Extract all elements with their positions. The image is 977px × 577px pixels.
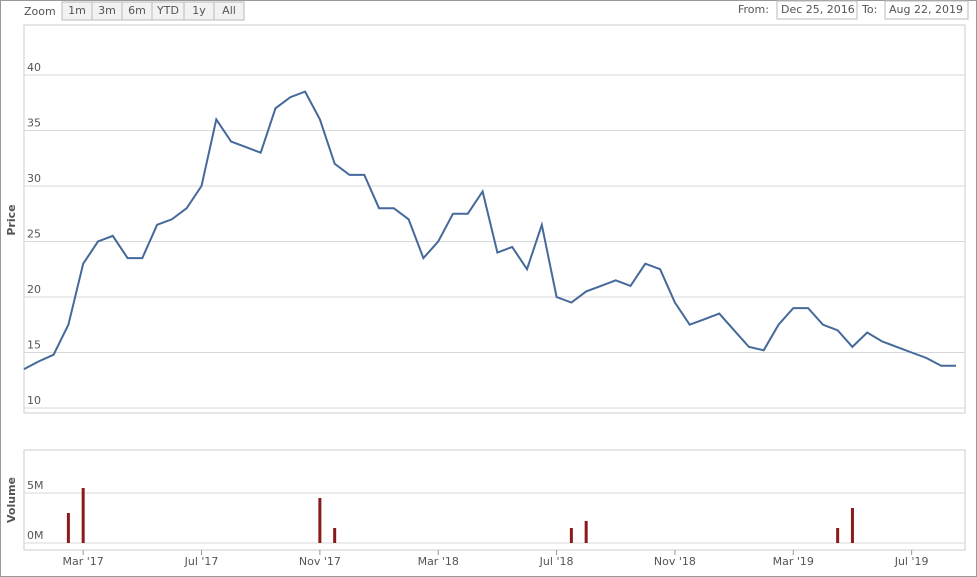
y-tick-label: 10 <box>27 394 41 407</box>
zoom-button-label[interactable]: 6m <box>128 4 146 17</box>
volume-axis-title: Volume <box>5 477 18 523</box>
price-pane <box>23 24 966 414</box>
x-tick-label: Nov '17 <box>299 555 341 568</box>
from-label: From: <box>738 3 769 16</box>
to-input[interactable] <box>884 0 969 20</box>
x-tick-label: Jul '18 <box>539 555 574 568</box>
x-tick-label: Mar '18 <box>418 555 459 568</box>
price-axis-title: Price <box>5 204 18 235</box>
to-label: To: <box>861 3 877 16</box>
zoom-buttons: 1m 3m 6m YTD 1y All <box>61 1 245 21</box>
x-tick-label: Jul '17 <box>184 555 219 568</box>
volume-bar <box>333 528 337 543</box>
zoom-button-label[interactable]: YTD <box>156 4 179 17</box>
y-tick-label: 25 <box>27 227 41 240</box>
y-tick-label: 30 <box>27 172 41 185</box>
volume-bar <box>569 528 573 543</box>
volume-bar <box>836 528 840 543</box>
zoom-button-label[interactable]: 1m <box>68 4 86 17</box>
x-tick-label: Nov '18 <box>654 555 696 568</box>
y-tick-label: 0M <box>27 529 44 542</box>
x-tick-label: Mar '17 <box>63 555 104 568</box>
zoom-button[interactable] <box>213 1 245 21</box>
volume-bar <box>81 488 85 543</box>
volume-bar <box>318 498 322 543</box>
to-date[interactable]: Aug 22, 2019 <box>889 3 963 16</box>
price-line <box>23 90 956 370</box>
from-input[interactable] <box>776 0 858 20</box>
y-tick-label: 35 <box>27 116 41 129</box>
x-tick-label: Jul '19 <box>894 555 929 568</box>
volume-bar <box>66 513 70 543</box>
y-tick-label: 40 <box>27 61 41 74</box>
zoom-button-label[interactable]: 3m <box>98 4 116 17</box>
zoom-label: Zoom <box>24 5 56 18</box>
y-tick-label: 20 <box>27 283 41 296</box>
y-tick-label: 5M <box>27 479 44 492</box>
x-tick-label: Mar '19 <box>773 555 814 568</box>
y-tick-label: 15 <box>27 338 41 351</box>
volume-pane <box>23 449 966 551</box>
zoom-button-label[interactable]: All <box>222 4 236 17</box>
zoom-button-label[interactable]: 1y <box>192 4 206 17</box>
from-date[interactable]: Dec 25, 2016 <box>781 3 855 16</box>
volume-bar <box>850 508 854 543</box>
volume-bar <box>584 521 588 543</box>
